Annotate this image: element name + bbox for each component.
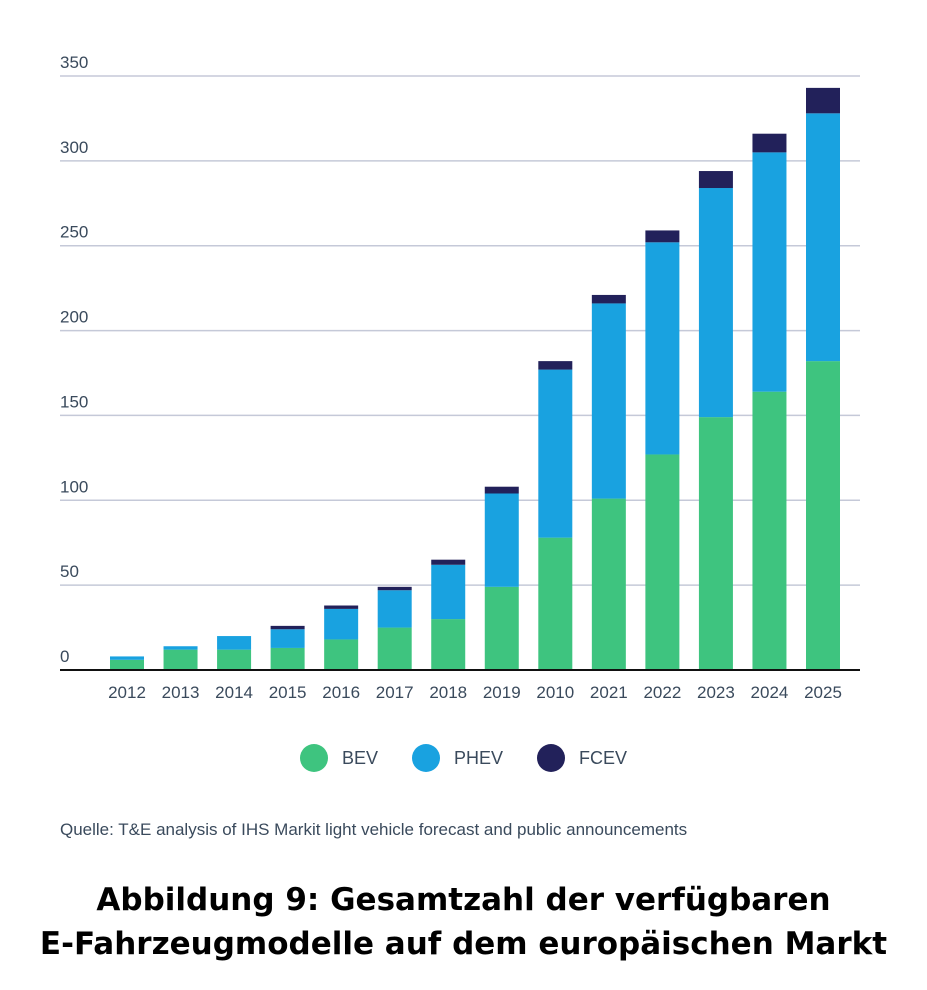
bar-bev [538,537,573,670]
bar-bev [645,454,680,670]
bar-fcev [538,361,573,370]
bar-fcev [645,230,680,243]
x-tick-label: 2014 [215,683,253,702]
title-line-1: Abbildung 9: Gesamtzahl der verfügbaren [96,882,831,918]
bar-bev [324,639,359,670]
legend-item-fcev: FCEV [537,744,627,772]
y-tick-label: 100 [60,477,88,496]
bar-phev [538,369,573,538]
bar-phev [217,636,252,650]
bar-bev [698,417,733,670]
y-tick-label: 300 [60,138,88,157]
bar-phev [698,188,733,418]
x-tick-label: 2019 [483,683,521,702]
bar-phev [806,113,840,362]
bar-bev [484,586,519,670]
x-tick-label: 2013 [162,683,200,702]
x-tick-label: 2015 [269,683,307,702]
bar-bev [270,647,305,670]
legend-item-phev: PHEV [411,744,504,772]
legend-label: PHEV [453,747,504,768]
bar-phev [645,242,680,455]
x-tick-label: 2022 [643,683,681,702]
y-tick-label: 0 [60,647,69,666]
x-tick-label: 2025 [804,683,842,702]
bar-bev [110,659,144,670]
bar-phev [591,303,626,499]
x-tick-label: 2017 [376,683,414,702]
legend-swatch [537,744,566,772]
x-tick-label: 2023 [697,683,735,702]
bar-fcev [591,294,626,304]
legend-label: BEV [341,747,378,768]
x-tick-label: 2024 [751,683,789,702]
legend-item-bev: BEV [299,744,378,772]
bar-fcev [484,486,519,494]
legend-swatch [411,744,440,772]
bar-fcev [806,87,840,114]
bar-fcev [431,559,466,565]
bar-fcev [752,133,787,153]
x-tick-label: 2016 [322,683,360,702]
bar-fcev [270,625,305,630]
x-tick-label: 2012 [108,683,146,702]
bar-fcev [698,171,733,189]
bar-phev [110,656,144,660]
bar-fcev [377,586,412,591]
x-tick-label: 2018 [429,683,467,702]
title-line-2: E-Fahrzeugmodelle auf dem europäischen M… [39,926,888,962]
y-tick-label: 200 [60,308,88,327]
bar-bev [377,627,412,670]
figure-title: Abbildung 9: Gesamtzahl der verfügbaren … [0,878,927,966]
bar-phev [431,564,466,620]
bar-bev [163,649,198,670]
legend: BEV PHEV FCEV [0,744,927,772]
bar-bev [806,361,840,670]
bar-bev [217,649,252,670]
bar-phev [377,590,412,628]
y-tick-label: 250 [60,223,88,242]
x-tick-label: 2010 [536,683,574,702]
bar-phev [484,493,519,587]
source-note: Quelle: T&E analysis of IHS Markit light… [60,820,688,839]
bar-phev [163,646,198,650]
bar-phev [752,152,787,392]
bar-phev [270,629,305,648]
bar-fcev [324,605,359,609]
y-tick-label: 150 [60,392,88,411]
legend-swatch [299,744,328,772]
bar-bev [431,619,466,670]
x-tick-label: 2021 [590,683,628,702]
bar-bev [752,391,787,670]
bar-bev [591,498,626,670]
y-tick-label: 350 [60,53,88,72]
stacked-bar-chart: 0 50 100 150 200 250 300 350 2012 2013 2014 2015 201… [60,53,860,702]
y-tick-label: 50 [60,562,79,581]
legend-label: FCEV [579,747,628,768]
bar-phev [324,608,359,640]
